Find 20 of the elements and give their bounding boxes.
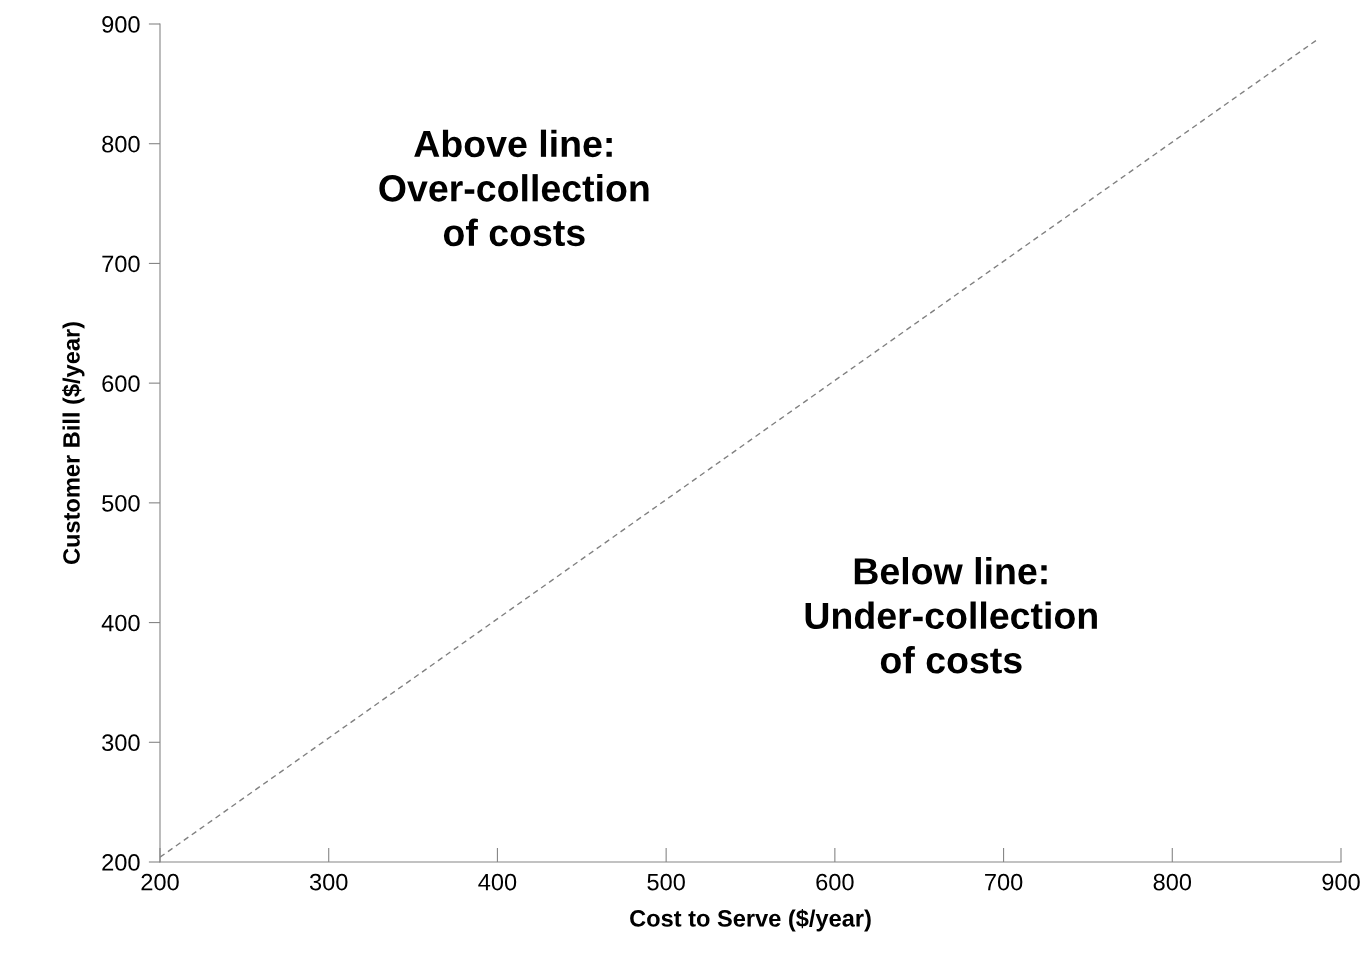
y-tick-label: 300 [102,734,140,752]
y-tick-label: 500 [102,494,140,512]
x-tick-label: 300 [309,873,348,891]
x-tick-label: 700 [985,873,1023,891]
x-tick-label: 500 [647,873,685,891]
x-tick-label: 200 [141,873,179,891]
y-tick-label: 400 [101,614,140,632]
annotation: Below line: Under-collection of costs [805,557,1097,674]
x-tick-label: 800 [1153,873,1192,891]
x-tick-label: 400 [478,873,517,891]
y-axis-title: Customer Bill ($/year) [62,322,85,565]
y-tick-label: 200 [102,854,140,871]
x-axis-title: Cost to Serve ($/year) [630,909,871,932]
x-tick-label: 900 [1322,873,1360,891]
y-tick-label: 700 [102,255,140,273]
x-tick-label: 600 [816,873,854,891]
annotation: Above line: Over-collection of costs [379,129,649,247]
y-tick-label: 800 [102,135,140,153]
y-tick-label: 600 [102,375,140,392]
y-tick-label: 900 [102,16,140,33]
